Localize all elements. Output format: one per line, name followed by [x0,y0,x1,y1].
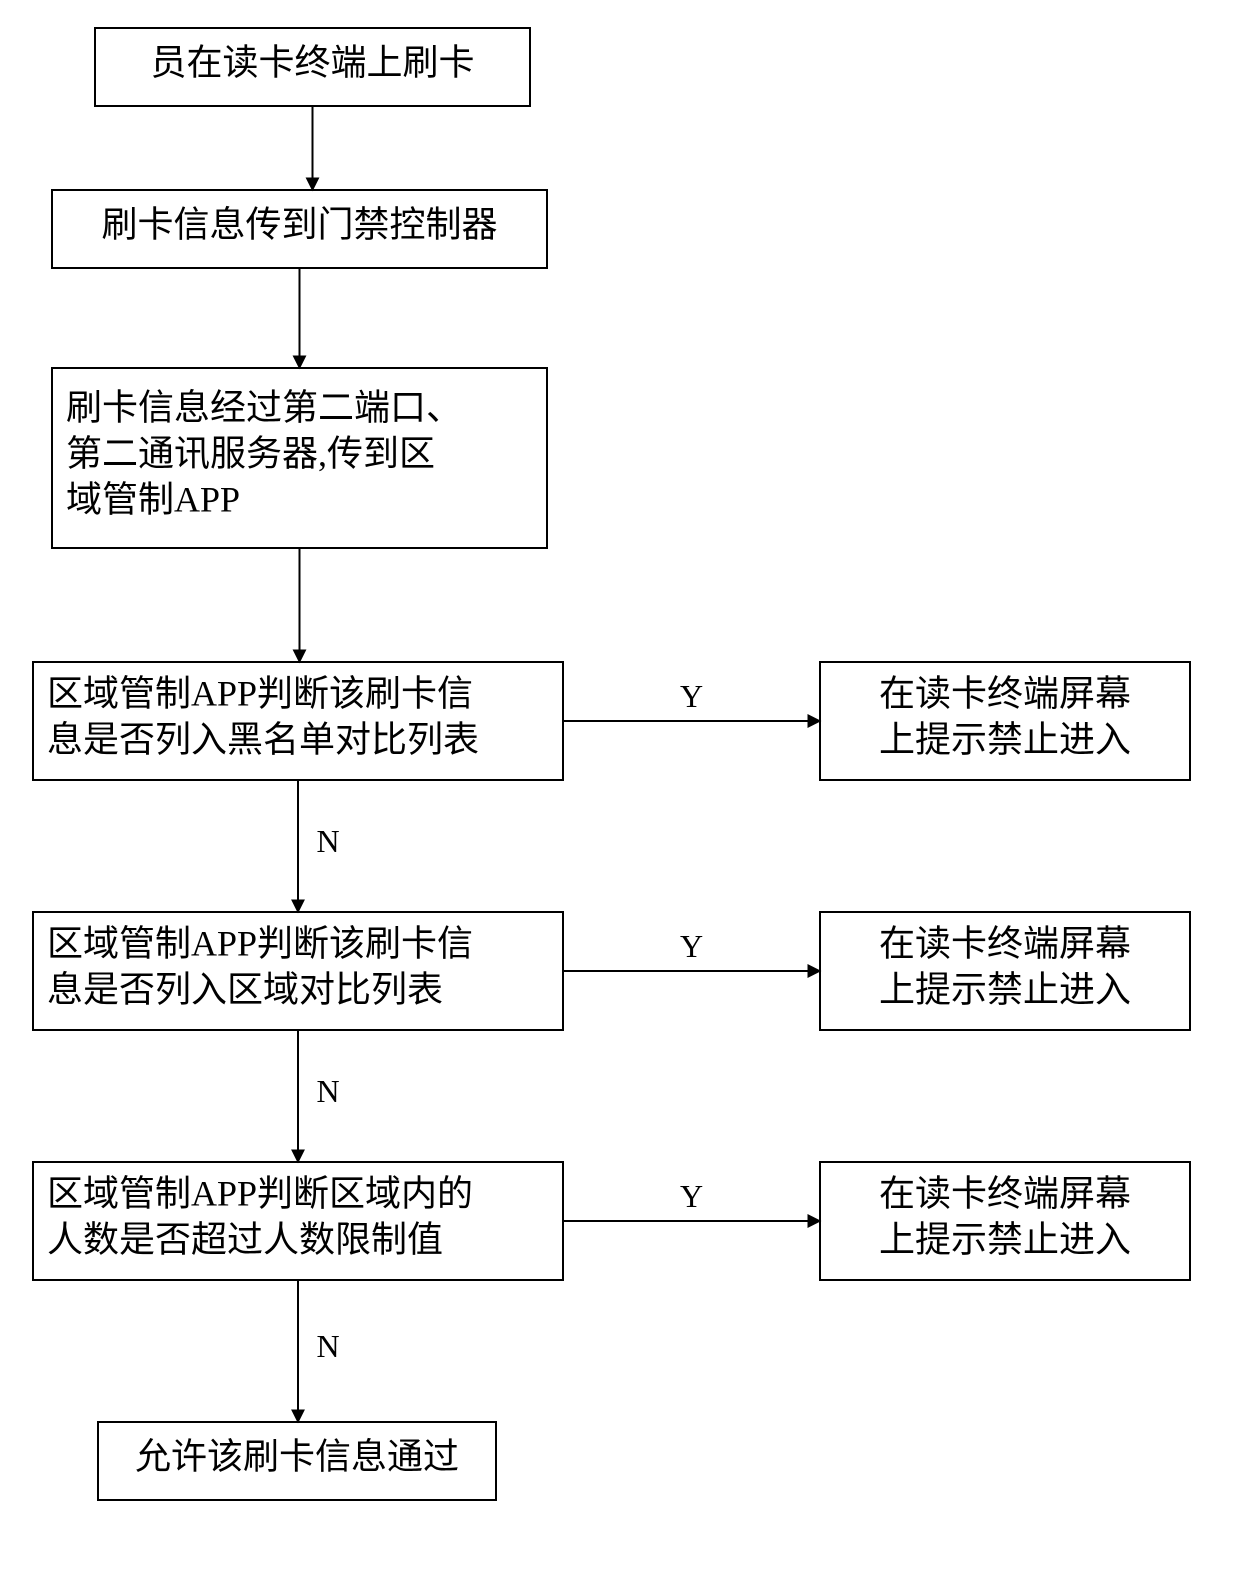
node-text: 上提示禁止进入 [879,970,1131,1010]
flow-node-n4: 区域管制APP判断该刷卡信息是否列入黑名单对比列表 [33,662,563,780]
node-text: 刷卡信息传到门禁控制器 [101,205,497,245]
edge-label: N [316,1073,339,1109]
flow-node-n4y: 在读卡终端屏幕上提示禁止进入 [820,662,1190,780]
edge-label: Y [680,1178,703,1214]
node-text: 息是否列入黑名单对比列表 [47,720,479,760]
edge-label: N [316,823,339,859]
node-text: 在读卡终端屏幕 [879,674,1131,714]
flow-node-n3: 刷卡信息经过第二端口、第二通讯服务器,传到区域管制APP [52,368,547,548]
flow-node-n5: 区域管制APP判断该刷卡信息是否列入区域对比列表 [33,912,563,1030]
node-text: 上提示禁止进入 [879,1220,1131,1260]
flow-node-n2: 刷卡信息传到门禁控制器 [52,190,547,268]
node-text: 上提示禁止进入 [879,720,1131,760]
node-text: 在读卡终端屏幕 [879,924,1131,964]
node-text: 刷卡信息经过第二端口、 [66,388,462,428]
node-text: 息是否列入区域对比列表 [47,970,443,1010]
edge-label: N [316,1328,339,1364]
node-text: 在读卡终端屏幕 [879,1174,1131,1214]
flow-node-n1: 员在读卡终端上刷卡 [95,28,530,106]
node-text: 第二通讯服务器,传到区 [66,434,435,474]
flow-node-n5y: 在读卡终端屏幕上提示禁止进入 [820,912,1190,1030]
node-text: 区域管制APP判断该刷卡信 [47,924,473,964]
node-text: 员在读卡终端上刷卡 [150,43,474,83]
edge-label: Y [680,928,703,964]
node-text: 区域管制APP判断该刷卡信 [47,674,473,714]
node-text: 人数是否超过人数限制值 [47,1220,443,1260]
node-text: 区域管制APP判断区域内的 [47,1174,473,1214]
node-text: 允许该刷卡信息通过 [135,1437,459,1477]
flow-node-n7: 允许该刷卡信息通过 [98,1422,496,1500]
edge-label: Y [680,678,703,714]
flow-node-n6: 区域管制APP判断区域内的人数是否超过人数限制值 [33,1162,563,1280]
flow-node-n6y: 在读卡终端屏幕上提示禁止进入 [820,1162,1190,1280]
node-text: 域管制APP [66,480,240,520]
